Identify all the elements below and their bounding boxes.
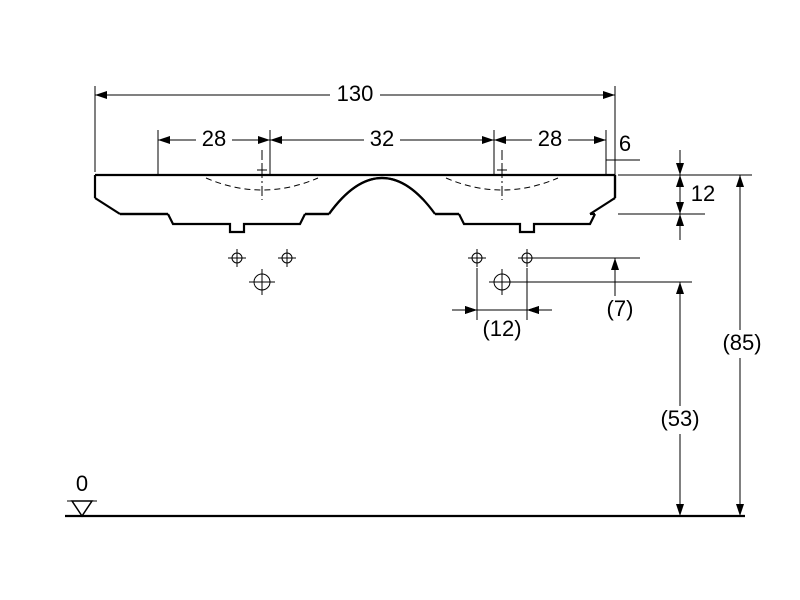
svg-text:12: 12: [691, 181, 715, 206]
left-drain-markers: [228, 249, 296, 295]
datum-zero-label: 0: [76, 471, 88, 496]
dim-7: (7): [535, 258, 640, 321]
svg-text:(53): (53): [660, 406, 699, 431]
basin-right-bowl: [329, 175, 630, 240]
svg-text:130: 130: [337, 81, 374, 106]
tap-markers: [257, 165, 507, 175]
svg-text:6: 6: [619, 131, 631, 156]
svg-text:(7): (7): [607, 296, 634, 321]
dim-28-32-28: 28 32 28: [158, 126, 606, 200]
datum-zero-marker: 0: [67, 471, 97, 516]
svg-text:28: 28: [538, 126, 562, 151]
dim-12: 12: [618, 150, 715, 240]
right-drain-markers: [468, 249, 536, 295]
svg-text:(85): (85): [722, 330, 761, 355]
svg-text:32: 32: [370, 126, 394, 151]
dim-6: 6: [606, 131, 640, 175]
dim-85: (85): [618, 175, 764, 516]
svg-text:(12): (12): [482, 316, 521, 341]
dimension-drawing: 0: [0, 0, 800, 600]
svg-text:28: 28: [202, 126, 226, 151]
